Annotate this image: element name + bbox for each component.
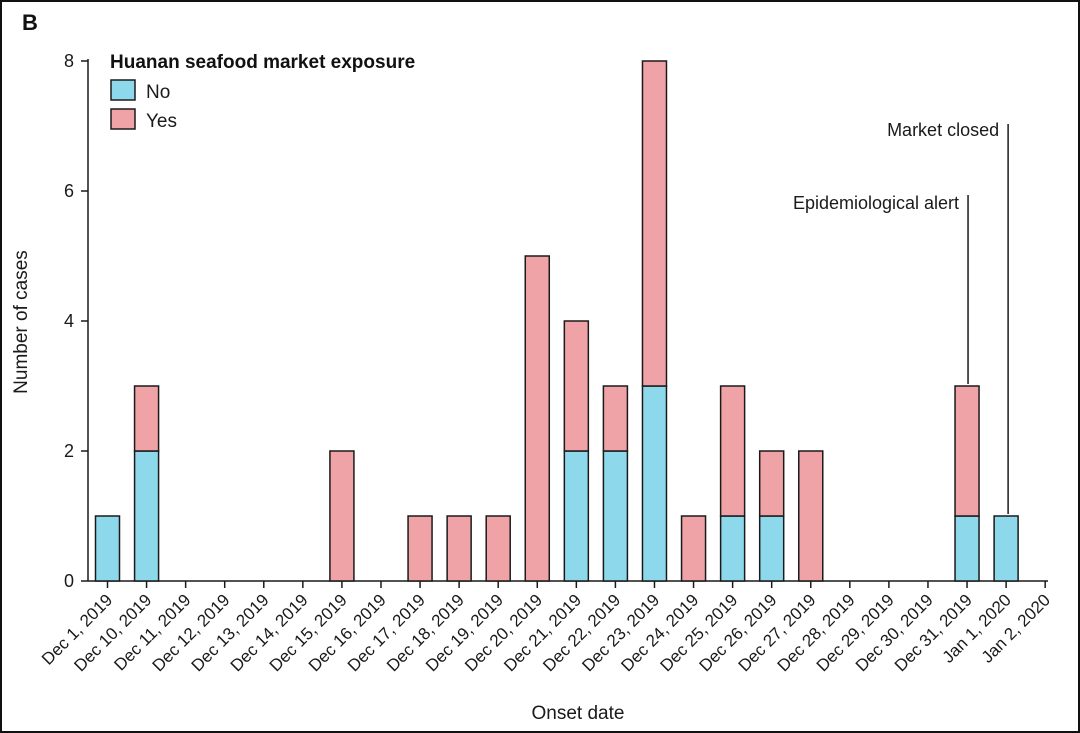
bar-segment-no	[94, 515, 121, 582]
bar-segment-yes	[485, 515, 511, 582]
bar-segment-no	[641, 385, 668, 582]
bar-segment-no	[954, 515, 980, 582]
bar-segment-yes	[602, 385, 629, 452]
y-ticks: 0 2 4 6 8	[64, 51, 88, 591]
bar-segment-yes	[563, 320, 590, 452]
legend: Huanan seafood market exposure No Yes	[110, 52, 415, 132]
y-tick-label: 8	[64, 51, 74, 71]
bar-segment-no	[758, 515, 785, 582]
bar-segment-yes	[446, 515, 472, 582]
bar-segment-yes	[954, 385, 980, 517]
bar-segment-yes	[680, 515, 707, 582]
bar-segment-no	[719, 515, 746, 582]
legend-swatch-no	[110, 79, 136, 101]
bars	[94, 60, 1019, 582]
y-tick-label: 6	[64, 181, 74, 201]
legend-swatch-yes	[110, 108, 136, 130]
bar-segment-yes	[407, 515, 433, 582]
annotation-label: Epidemiological alert	[793, 193, 959, 213]
bar-segment-no	[563, 450, 590, 582]
bar-segment-yes	[133, 385, 160, 452]
y-axis-title: Number of cases	[11, 250, 32, 394]
legend-label-no: No	[146, 82, 170, 103]
panel-label: B	[22, 10, 38, 35]
bar-segment-yes	[758, 450, 785, 517]
bar-segment-yes	[329, 450, 355, 582]
bar-segment-no	[993, 515, 1019, 582]
bar-segment-no	[133, 450, 160, 582]
bar-segment-yes	[798, 450, 824, 582]
y-tick-label: 0	[64, 571, 74, 591]
legend-label-yes: Yes	[146, 111, 177, 132]
legend-title: Huanan seafood market exposure	[110, 52, 415, 73]
annotation-label: Market closed	[887, 120, 999, 140]
annotations: Epidemiological alert Market closed	[793, 120, 1009, 514]
x-axis-title: Onset date	[532, 703, 625, 724]
bar-segment-no	[602, 450, 629, 582]
y-tick-label: 2	[64, 441, 74, 461]
bar-segment-yes	[719, 385, 746, 517]
bar-segment-yes	[524, 255, 551, 582]
y-tick-label: 4	[64, 311, 74, 331]
bar-segment-yes	[641, 60, 668, 387]
